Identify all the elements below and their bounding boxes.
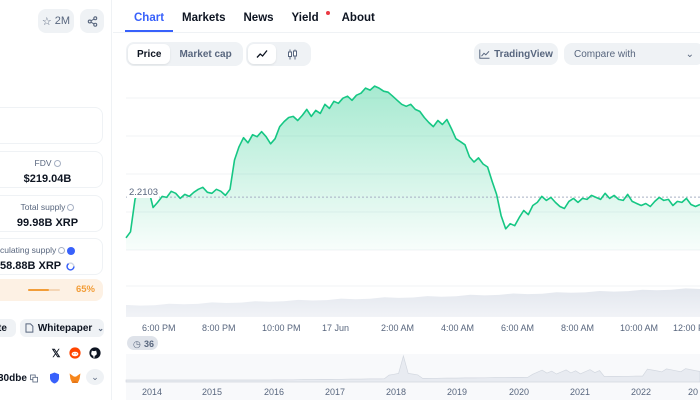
x-tick-label: 6:00 AM [501,323,534,333]
supply-progress-percent: 65% [75,284,95,295]
history-icon: ◷ [133,339,141,349]
chevron-down-icon: ⌄ [97,323,104,333]
tradingview-button[interactable]: TradingView [474,43,558,65]
website-label: te [0,322,7,334]
fdv-card: FDV $219.04B [0,151,103,188]
star-icon: ☆ [41,15,52,28]
overview-year-label: 2014 [142,387,162,397]
tab-chart[interactable]: Chart [125,0,174,32]
overview-navigator[interactable]: 2014 2015 2016 2017 2018 2019 2020 2021 2022 20 [125,354,700,400]
chevron-down-icon: ⌄ [91,371,99,382]
overview-year-label: 2015 [202,387,222,397]
tab-yield[interactable]: Yield [283,0,333,32]
x-tick-label: 6:00 PM [142,323,176,333]
watchlist-count: 2M [54,15,71,27]
circulating-supply-label: culating supply [0,245,57,255]
shield-icon[interactable] [47,371,61,385]
supply-ring-icon [66,261,75,271]
reference-price-tag: 2.2103 [127,184,159,198]
line-chart-icon [256,50,268,58]
overview-year-label: 20 [688,387,698,397]
range-badge-label: 36 [144,339,154,349]
overview-volume [125,354,700,383]
x-tick-label: 4:00 AM [441,323,474,333]
supply-progress-fill [28,289,49,291]
overview-year-label: 2020 [509,387,529,397]
tradingview-label: TradingView [494,48,553,60]
circulating-supply-card: culating supply 58.88B XRP [0,238,103,275]
whitepaper-label: Whitepaper [37,322,93,334]
compare-placeholder: Compare with [574,48,636,60]
fdv-value: $219.04B [23,173,72,185]
share-icon [87,15,97,27]
more-contracts-button[interactable]: ⌄ [86,369,104,385]
price-toggle[interactable]: Price [128,44,171,64]
market-cap-toggle[interactable]: Market cap [179,48,232,60]
overview-year-labels: 2014 2015 2016 2017 2018 2019 2020 2021 2022 20 [142,387,698,397]
candlestick-toggle[interactable] [276,44,309,64]
volume-area [126,288,700,317]
metamask-fox-icon[interactable] [68,371,82,385]
github-icon[interactable] [88,346,102,360]
supply-progress-row: 65% [0,279,103,301]
contract-address: 30dbe [0,372,27,384]
info-icon[interactable] [53,160,61,168]
range-badge[interactable]: ◷ 36 [127,336,158,350]
x-twitter-icon[interactable]: 𝕏 [51,347,61,360]
x-tick-label: 8:00 AM [561,323,594,333]
overview-year-label: 2019 [447,387,467,397]
total-supply-label: Total supply [20,202,66,212]
tab-about[interactable]: About [341,12,375,24]
document-icon [25,323,34,333]
x-tick-label: 10:00 PM [262,323,301,333]
new-indicator-dot [325,11,330,15]
x-tick-label: 12:00 P [673,323,700,333]
tabs-divider [113,32,700,33]
tab-news[interactable]: News [243,12,274,24]
x-tick-label: 17 Jun [322,323,349,333]
supply-progress-track [28,289,60,291]
left-panel: ☆ 2M FDV $219.04B Total supply 99.98B XR… [0,0,112,400]
chart-area-icon [479,49,490,59]
overview-year-label: 2022 [631,387,651,397]
overview-year-label: 2016 [264,387,284,397]
price-chart[interactable]: 2.2103 6:00 PM 8:00 PM 10:00 PM 17 Jun 2:00 … [113,70,700,400]
chevron-down-icon: ⌄ [685,48,694,60]
overview-year-label: 2021 [570,387,590,397]
x-tick-label: 8:00 PM [202,323,236,333]
contract-address-row[interactable]: 30dbe [0,370,38,386]
watchlist-button[interactable]: ☆ 2M [38,9,74,33]
market-cap-card [0,107,103,144]
fdv-label: FDV [34,158,52,168]
overview-year-label: 2017 [325,387,345,397]
candlestick-icon [288,49,297,59]
copy-icon[interactable] [30,374,38,383]
reddit-icon[interactable] [68,346,82,360]
overview-year-label: 2018 [386,387,406,397]
line-chart-toggle[interactable] [248,44,276,64]
share-button[interactable] [80,9,104,33]
reference-price-label: 2.2103 [129,187,158,198]
total-supply-card: Total supply 99.98B XRP [0,195,103,232]
tab-markets[interactable]: Markets [182,12,226,24]
verified-icon [67,246,76,255]
chart-tabs: Chart Markets News Yield About [125,0,384,32]
price-line [125,85,700,239]
x-axis-labels: 6:00 PM 8:00 PM 10:00 PM 17 Jun 2:00 AM 4:00 … [142,323,700,333]
chart-style-toggle [246,42,311,66]
compare-with-select[interactable]: Compare with ⌄ [564,43,700,65]
x-tick-label: 2:00 AM [381,323,414,333]
whitepaper-link[interactable]: Whitepaper ⌄ [20,319,104,337]
total-supply-value: 99.98B XRP [16,217,79,229]
price-area-fill [126,86,700,250]
info-icon[interactable] [58,247,66,255]
metric-toggle: Price Market cap [126,42,243,66]
circulating-supply-value: 58.88B XRP [0,260,61,272]
website-link[interactable]: te [0,319,16,337]
main-chart-panel: Chart Markets News Yield About Price Mar… [113,0,700,400]
info-icon[interactable] [67,204,75,212]
x-tick-label: 10:00 AM [620,323,658,333]
